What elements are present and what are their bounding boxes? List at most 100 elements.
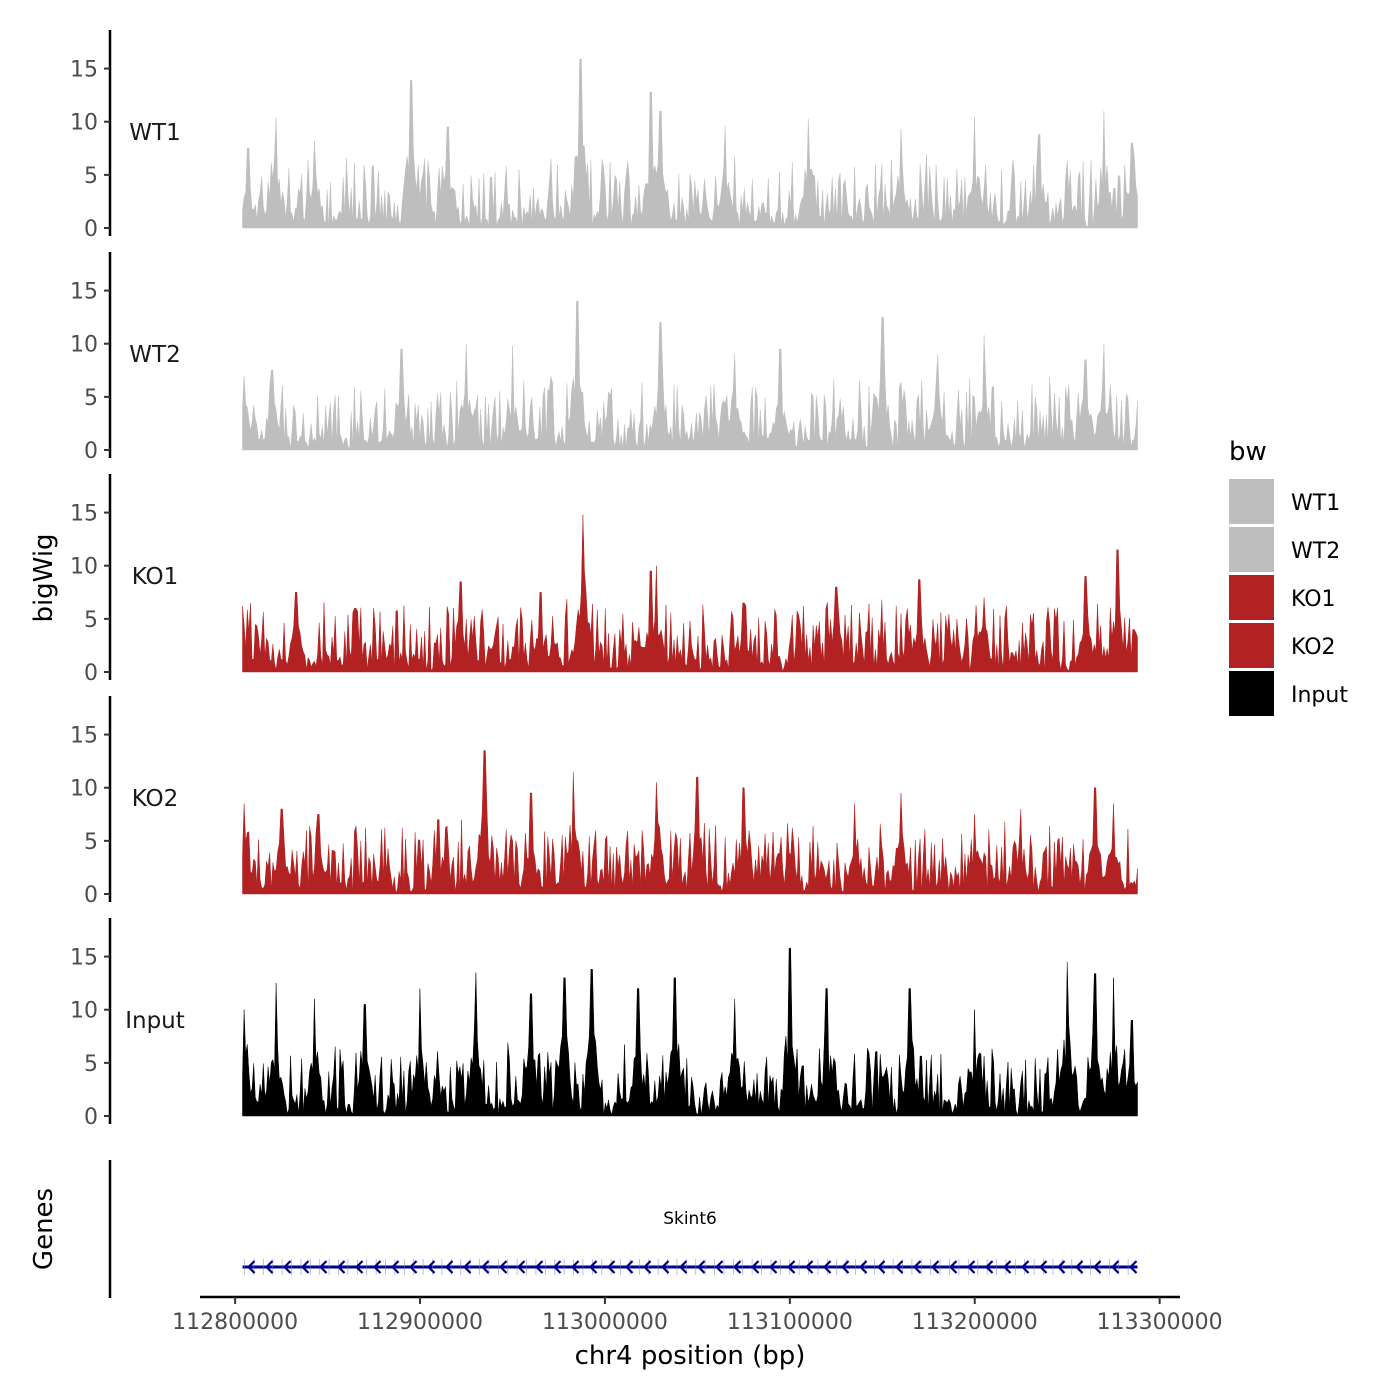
- y-tick-label: 5: [84, 608, 98, 633]
- strand-arrow: [498, 1260, 508, 1274]
- strand-arrow: [768, 1260, 778, 1274]
- strand-arrow: [318, 1260, 328, 1274]
- strand-arrow: [264, 1260, 274, 1274]
- strand-arrow: [1074, 1260, 1084, 1274]
- strand-arrow: [984, 1260, 994, 1274]
- signal-wt2: [242, 300, 1138, 451]
- strand-arrow: [1110, 1260, 1120, 1274]
- x-tick-label: 113200000: [912, 1310, 1038, 1335]
- y-tick-label: 10: [70, 555, 98, 580]
- strand-arrow: [1056, 1260, 1066, 1274]
- gene-label: Skint6: [663, 1209, 717, 1229]
- y-axis-title: bigWig: [29, 533, 59, 622]
- genes-axis-title: Genes: [29, 1188, 59, 1270]
- y-tick-label: 10: [70, 777, 98, 802]
- x-tick-label: 113300000: [1097, 1310, 1223, 1335]
- y-tick-label: 15: [70, 946, 98, 971]
- legend-label: WT2: [1291, 539, 1340, 564]
- strand-arrow: [354, 1260, 364, 1274]
- signal-ko2: [242, 750, 1138, 895]
- track-label: WT1: [129, 120, 180, 146]
- track-input: 0 5 10 15 Input: [70, 918, 1138, 1130]
- strand-arrow: [246, 1260, 256, 1274]
- strand-arrow: [750, 1260, 760, 1274]
- legend-swatch: [1229, 479, 1274, 524]
- signal-wt1: [242, 58, 1138, 229]
- strand-arrow: [336, 1260, 346, 1274]
- strand-arrow: [840, 1260, 850, 1274]
- strand-arrow: [444, 1260, 454, 1274]
- y-tick-label: 0: [84, 661, 98, 686]
- track-ko2: 0 5 10 15 KO2: [70, 696, 1138, 908]
- strand-arrow: [948, 1260, 958, 1274]
- strand-arrow: [930, 1260, 940, 1274]
- signal-input: [242, 947, 1138, 1117]
- strand-arrow: [786, 1260, 796, 1274]
- track-wt1: 0 5 10 15 WT1: [70, 30, 1138, 242]
- x-tick-label: 112900000: [357, 1310, 483, 1335]
- strand-arrow: [408, 1260, 418, 1274]
- strand-arrow: [642, 1260, 652, 1274]
- strand-arrow: [966, 1260, 976, 1274]
- strand-arrow: [570, 1260, 580, 1274]
- strand-arrow: [372, 1260, 382, 1274]
- strand-arrow: [876, 1260, 886, 1274]
- strand-arrow: [390, 1260, 400, 1274]
- y-tick-label: 5: [84, 386, 98, 411]
- legend: bw WT1 WT2 KO1 KO2 Input: [1229, 437, 1348, 716]
- strand-arrow: [300, 1260, 310, 1274]
- y-tick-label: 15: [70, 58, 98, 83]
- strand-arrow: [588, 1260, 598, 1274]
- x-axis: 112800000 112900000 113000000 113100000 1132…: [172, 1295, 1223, 1335]
- y-tick-label: 0: [84, 883, 98, 908]
- strand-arrow: [282, 1260, 292, 1274]
- legend-label: Input: [1291, 683, 1348, 708]
- legend-label: WT1: [1291, 491, 1340, 516]
- y-tick-label: 10: [70, 111, 98, 136]
- signal-ko1: [242, 514, 1138, 673]
- track-label: Input: [125, 1008, 185, 1034]
- legend-swatch: [1229, 575, 1274, 620]
- y-tick-label: 15: [70, 280, 98, 305]
- y-tick-label: 15: [70, 724, 98, 749]
- strand-arrow: [480, 1260, 490, 1274]
- strand-arrow: [714, 1260, 724, 1274]
- track-wt2: 0 5 10 15 WT2: [70, 252, 1138, 464]
- y-tick-label: 5: [84, 830, 98, 855]
- legend-swatch: [1229, 671, 1274, 716]
- legend-label: KO2: [1291, 635, 1336, 660]
- x-tick-label: 113100000: [727, 1310, 853, 1335]
- strand-arrow: [1128, 1260, 1138, 1274]
- strand-arrow: [678, 1260, 688, 1274]
- y-tick-label: 5: [84, 164, 98, 189]
- y-tick-label: 0: [84, 1105, 98, 1130]
- strand-arrow: [1020, 1260, 1030, 1274]
- strand-arrow: [660, 1260, 670, 1274]
- strand-arrow: [624, 1260, 634, 1274]
- strand-arrow: [606, 1260, 616, 1274]
- strand-arrow: [1092, 1260, 1102, 1274]
- legend-title: bw: [1229, 437, 1267, 467]
- track-label: WT2: [129, 342, 180, 368]
- track-label: KO1: [132, 564, 179, 590]
- strand-arrow: [696, 1260, 706, 1274]
- track-ko1: 0 5 10 15 KO1: [70, 474, 1138, 686]
- track-panels: 0 5 10 15 WT1 0 5 10 15 WT2 0 5 10 15 KO1 0 5 10 15 KO2 0 5 10…: [70, 30, 1138, 1130]
- x-tick-label: 113000000: [542, 1310, 668, 1335]
- strand-arrow: [822, 1260, 832, 1274]
- track-label: KO2: [132, 786, 179, 812]
- strand-arrow: [462, 1260, 472, 1274]
- y-tick-label: 5: [84, 1052, 98, 1077]
- y-tick-label: 10: [70, 999, 98, 1024]
- strand-arrow: [732, 1260, 742, 1274]
- legend-swatch: [1229, 623, 1274, 668]
- y-tick-label: 15: [70, 502, 98, 527]
- legend-swatch: [1229, 527, 1274, 572]
- strand-arrow: [912, 1260, 922, 1274]
- strand-arrow: [858, 1260, 868, 1274]
- strand-arrow: [516, 1260, 526, 1274]
- strand-arrow: [426, 1260, 436, 1274]
- y-tick-label: 10: [70, 333, 98, 358]
- strand-arrow: [552, 1260, 562, 1274]
